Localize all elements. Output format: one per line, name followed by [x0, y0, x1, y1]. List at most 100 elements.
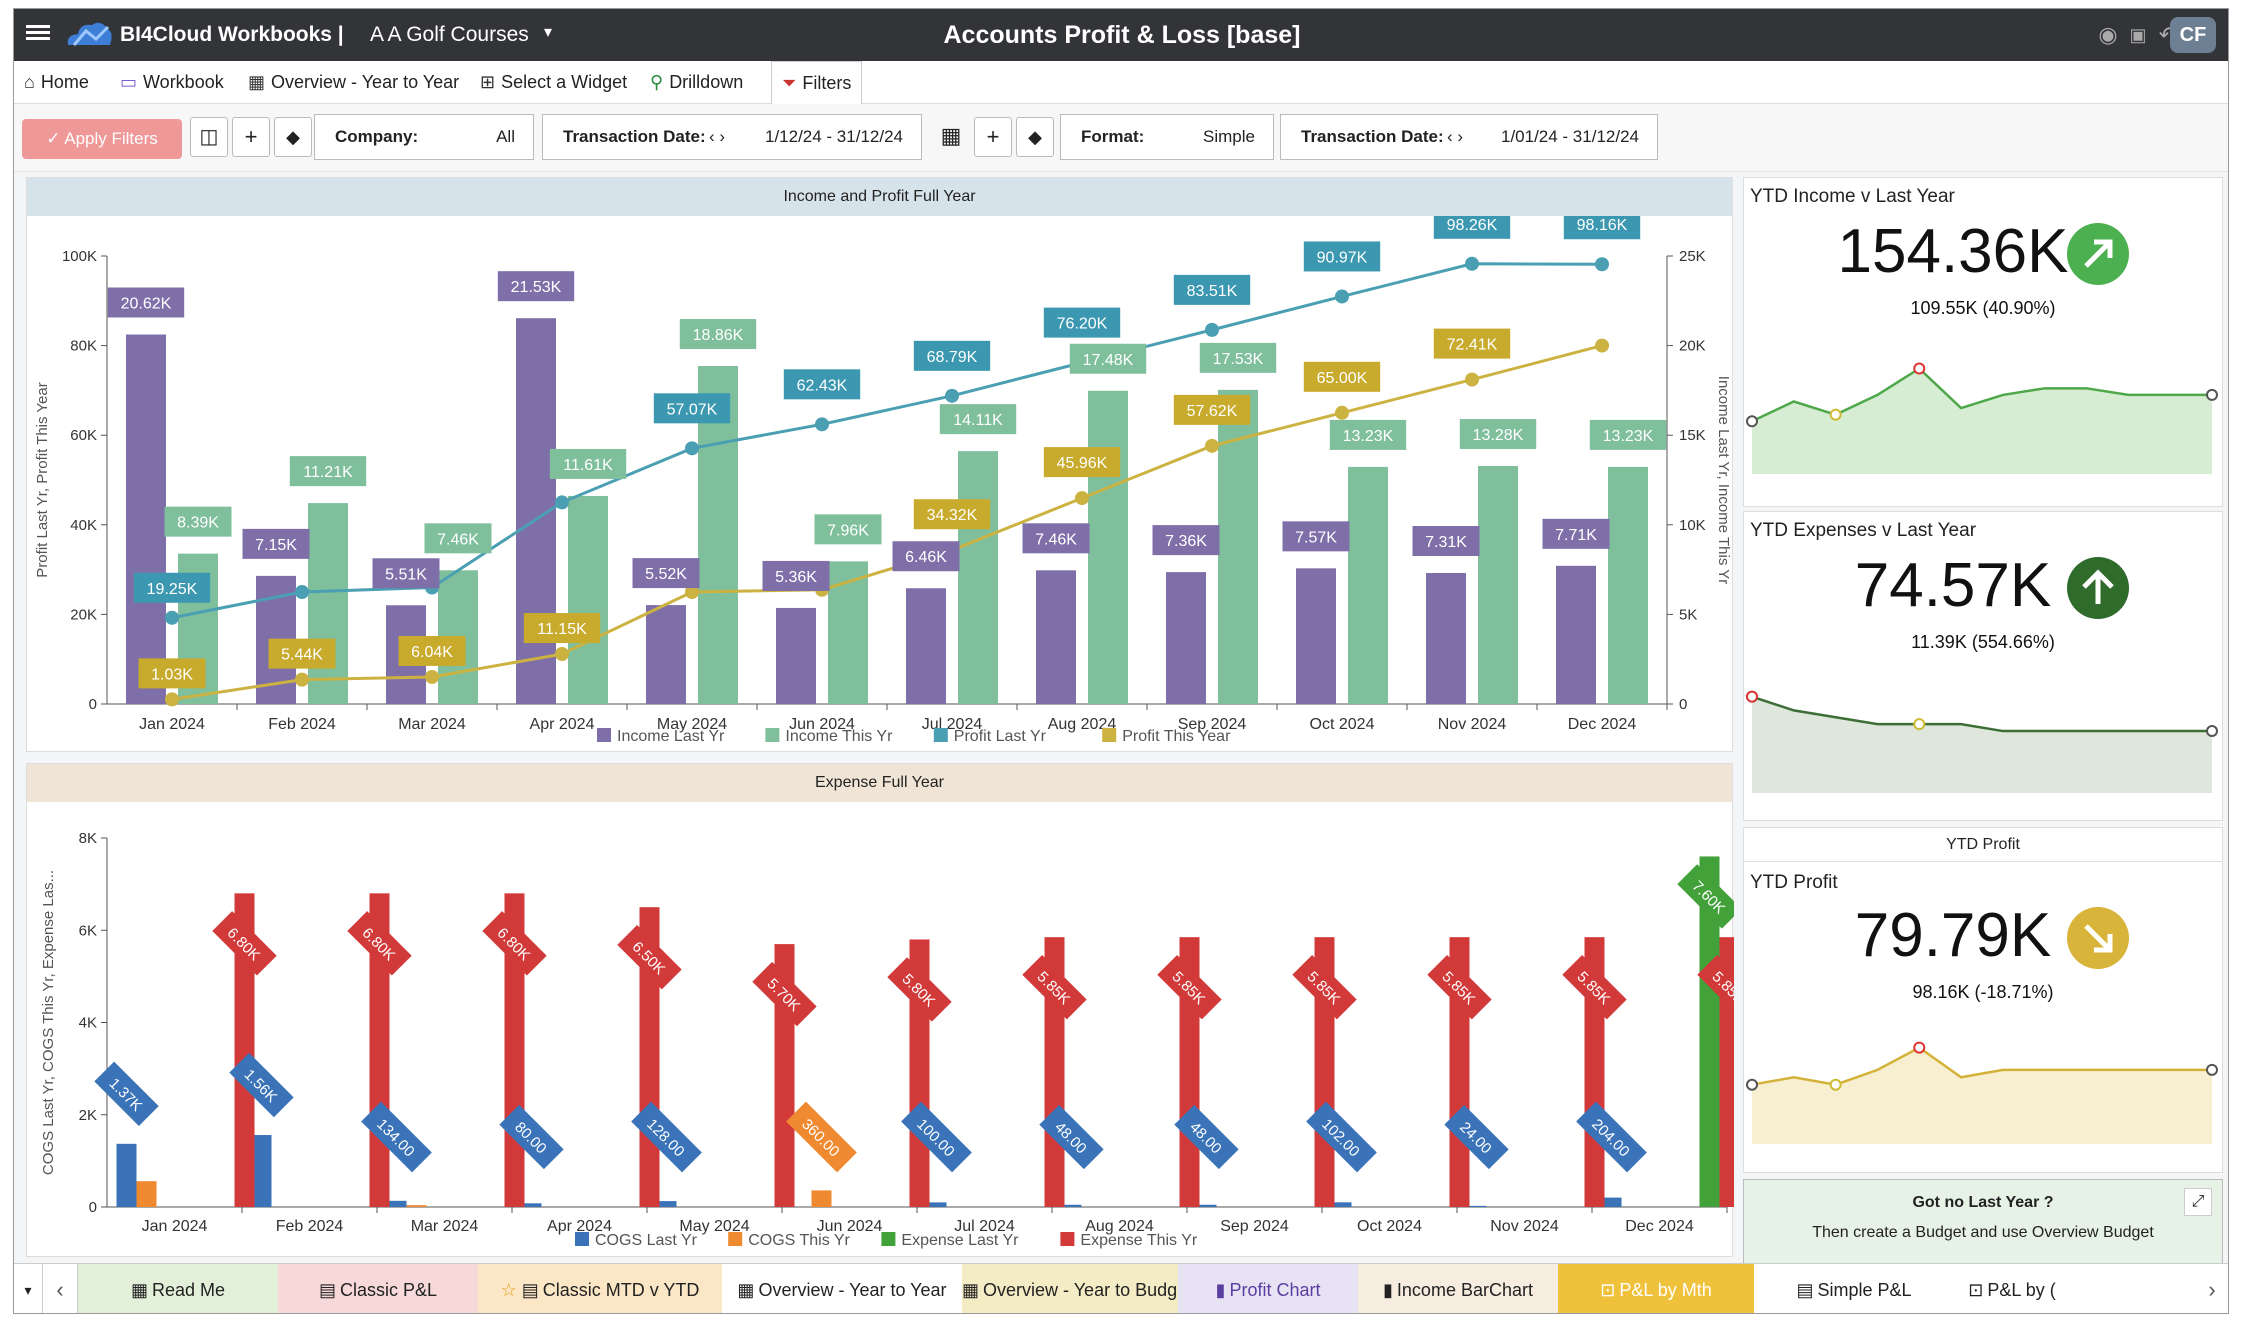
add-filter-button-2[interactable]: + — [974, 117, 1012, 157]
line-point — [295, 673, 309, 687]
legend-swatch — [881, 1232, 895, 1246]
x-tick-label: Feb 2024 — [268, 716, 336, 733]
x-tick-label: Sep 2024 — [1220, 1218, 1289, 1235]
bar-cogs-last-yr — [117, 1144, 137, 1207]
y2-tick-label: 25K — [1679, 248, 1706, 265]
y-tick-label: 2K — [79, 1107, 97, 1124]
book-filter-button[interactable]: ◫ — [190, 117, 228, 157]
line-point — [1465, 373, 1479, 387]
line-point — [165, 611, 179, 625]
clear-filter-button[interactable]: ◆ — [274, 117, 312, 157]
chart-title: Expense Full Year — [27, 764, 1732, 802]
legend-swatch — [728, 1232, 742, 1246]
data-label: 62.43K — [797, 377, 848, 394]
tabs-prev-icon[interactable]: ‹ — [42, 1264, 78, 1314]
star-icon[interactable]: ☆ — [501, 1280, 522, 1300]
y2-tick-label: 10K — [1679, 517, 1706, 534]
date-nav-icon[interactable]: ‹ › — [709, 115, 725, 159]
menu-home[interactable]: ⌂ Home — [24, 61, 89, 104]
data-label: 7.46K — [437, 531, 479, 548]
data-label: 76.20K — [1057, 316, 1108, 333]
tab-p-l-by-[interactable]: ⊡ P&L by ( — [1954, 1264, 2070, 1314]
line-point — [425, 670, 439, 684]
tab-menu-caret-icon[interactable]: ▾ — [14, 1264, 42, 1314]
y2-axis-label: Income Last Yr, Income This Yr — [1715, 376, 1732, 584]
y-tick-label: 100K — [62, 248, 97, 265]
data-label: 7.36K — [1165, 533, 1207, 550]
data-label: 7.57K — [1295, 529, 1337, 546]
eye-icon[interactable]: ◉ — [2094, 21, 2122, 49]
y-tick-label: 20K — [70, 606, 97, 623]
data-label: 68.79K — [927, 349, 978, 366]
dashboard-icon: ▦ — [962, 1280, 979, 1300]
data-label: 17.53K — [1213, 351, 1264, 368]
dashboard-icon: ▦ — [248, 61, 265, 104]
data-label: 13.23K — [1343, 428, 1394, 445]
tab-label: Simple P&L — [1817, 1280, 1911, 1300]
legend-label: Expense Last Yr — [901, 1232, 1019, 1249]
layout-button[interactable]: ▦ — [932, 117, 970, 157]
tab-classic-p-l[interactable]: ▤ Classic P&L — [278, 1264, 478, 1314]
line-point — [555, 495, 569, 509]
legend-swatch — [597, 728, 611, 742]
expenses-sparkline — [1744, 667, 2224, 817]
bar-income-this-yr — [568, 496, 608, 704]
x-tick-label: Mar 2024 — [398, 716, 466, 733]
menu-filters[interactable]: ⏷ Filters — [771, 61, 862, 104]
sparkline-point — [2207, 1065, 2217, 1075]
menu-drilldown[interactable]: ⚲ Drilldown — [650, 61, 743, 104]
line-point — [685, 441, 699, 455]
sparkline-high-point — [1914, 1043, 1924, 1053]
sparkline-low-point — [1914, 719, 1924, 729]
menu-workbook[interactable]: ▭ Workbook — [120, 61, 224, 104]
tab-label: P&L by ( — [1987, 1280, 2055, 1300]
tab-income-barchart[interactable]: ▮ Income BarChart — [1358, 1264, 1558, 1314]
tab-overview-year-to-budget[interactable]: ▦ Overview - Year to Budget — [962, 1264, 1178, 1314]
tab-profit-chart[interactable]: ▮ Profit Chart — [1178, 1264, 1358, 1314]
tabs-next-icon[interactable]: › — [2194, 1264, 2229, 1314]
legend-label: Profit Last Yr — [954, 728, 1047, 745]
date-nav-icon[interactable]: ‹ › — [1447, 115, 1463, 159]
data-label: 98.26K — [1447, 217, 1498, 234]
title-bar: BI4Cloud Workbooks | A A Golf Courses ▾ … — [14, 9, 2229, 61]
data-label: 13.23K — [1603, 428, 1654, 445]
tab-classic-mtd-v-ytd[interactable]: ☆ ▤ Classic MTD v YTD — [478, 1264, 722, 1314]
y-tick-label: 4K — [79, 1015, 97, 1032]
transaction-date-filter[interactable]: Transaction Date: ‹ › 1/12/24 - 31/12/24 — [542, 114, 922, 160]
expense-chart: 02K4K6K8KCOGS Last Yr, COGS This Yr, Exp… — [27, 802, 1734, 1258]
tab-overview-year-to-year[interactable]: ▦ Overview - Year to Year — [722, 1264, 962, 1314]
save-icon[interactable]: ▣ — [2124, 21, 2152, 49]
legend-swatch — [934, 728, 948, 742]
menu-overview[interactable]: ▦ Overview - Year to Year — [248, 61, 459, 104]
kpi-subtext: 109.55K (40.90%) — [1744, 298, 2222, 319]
trend-down-right-icon — [2066, 906, 2130, 970]
income-profit-chart-panel: Income and Profit Full Year 0 20K 40K 60K 80… — [26, 177, 1733, 752]
y-tick-label: 0 — [89, 696, 97, 713]
data-label: 57.62K — [1187, 403, 1238, 420]
avatar[interactable]: CF — [2170, 17, 2216, 53]
profit-sparkline — [1744, 1018, 2224, 1168]
pivot-icon: ⊡ — [1968, 1280, 1983, 1300]
tab-p-l-by-mth[interactable]: ⊡ P&L by Mth — [1558, 1264, 1754, 1314]
company-filter[interactable]: Company: All — [314, 114, 534, 160]
bar-income-last-yr — [1036, 570, 1076, 704]
tab-simple-p-l[interactable]: ▤ Simple P&L — [1754, 1264, 1954, 1314]
format-filter[interactable]: Format: Simple — [1060, 114, 1274, 160]
apply-filters-button[interactable]: ✓ Apply Filters — [22, 119, 182, 159]
data-label: 98.16K — [1577, 217, 1628, 234]
add-filter-button[interactable]: + — [232, 117, 270, 157]
legend-swatch — [765, 728, 779, 742]
y-axis-label: Profit Last Yr, Profit This Year — [34, 382, 51, 577]
x-tick-label: Jan 2024 — [142, 1218, 208, 1235]
y-tick-label: 0 — [89, 1199, 97, 1216]
book-icon: ▭ — [120, 61, 137, 104]
clear-filter-button-2[interactable]: ◆ — [1016, 117, 1054, 157]
transaction-date-filter-2[interactable]: Transaction Date: ‹ › 1/01/24 - 31/12/24 — [1280, 114, 1658, 160]
data-label: 65.00K — [1317, 370, 1368, 387]
expand-icon[interactable]: ⤢ — [2184, 1188, 2212, 1216]
sheet-icon: ▤ — [1796, 1280, 1813, 1300]
data-label: 20.62K — [121, 295, 172, 312]
no-last-year-notice[interactable]: Got no Last Year ? Then create a Budget … — [1743, 1179, 2223, 1269]
tab-read-me[interactable]: ▦ Read Me — [78, 1264, 278, 1314]
menu-select-widget[interactable]: ⊞ Select a Widget — [480, 61, 627, 104]
